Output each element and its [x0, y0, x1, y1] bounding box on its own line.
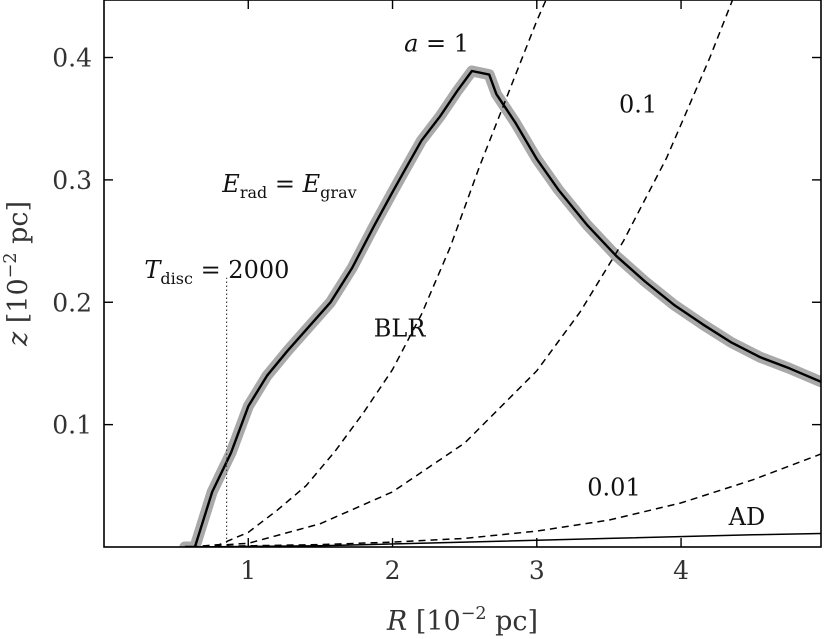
- series-line-ad: [190, 532, 821, 547]
- y-tick-label: 0.3: [52, 166, 92, 195]
- annotation-ad: AD: [728, 503, 766, 531]
- y-axis-title: z [10−2 pc]: [1, 201, 34, 347]
- series-line-a-1: [190, 0, 547, 547]
- tick-layer: 1 2 3 4 0.1 0.2 0.3 0.4: [52, 0, 821, 585]
- y-tick-label: 0.1: [52, 411, 92, 440]
- x-tick-label: 2: [385, 556, 401, 585]
- series-line-e-rad-e-grav: [184, 69, 821, 547]
- series-line-0-1: [190, 0, 734, 547]
- x-tick-label: 4: [673, 556, 689, 585]
- y-tick-label: 0.4: [52, 44, 92, 73]
- annotation-a1: a = 1: [404, 29, 469, 57]
- x-tick-label: 1: [240, 556, 256, 585]
- annotation-a01: 0.1: [619, 91, 657, 119]
- plot-frame: [103, 0, 822, 548]
- x-axis-title: R [10−2 pc]: [386, 604, 538, 637]
- annotation-blr: BLR: [374, 315, 427, 343]
- y-tick-label: 0.2: [52, 288, 92, 317]
- annotation-tdisc: Tdisc = 2000: [144, 256, 289, 288]
- x-tick-label: 3: [529, 556, 545, 585]
- series-halo-e-rad-e-grav: [179, 65, 821, 547]
- annotation-layer: a = 1 0.1 Erad = Egrav Tdisc = 2000 BLR 0.01 A…: [144, 29, 765, 531]
- annotation-a001: 0.01: [587, 474, 640, 502]
- series-line-0-01: [190, 453, 821, 547]
- annotation-erad: Erad = Egrav: [221, 170, 356, 202]
